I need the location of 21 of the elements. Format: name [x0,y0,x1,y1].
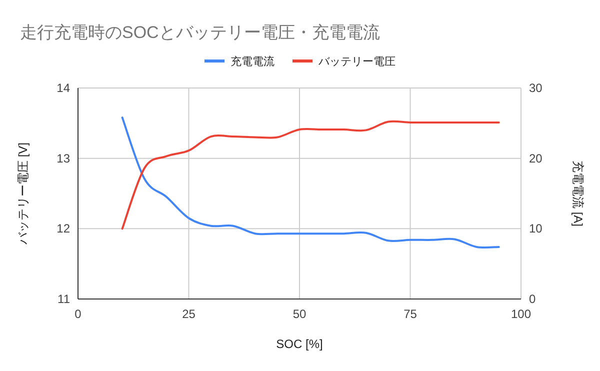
x-tick-label: 50 [292,307,306,321]
y-tick-label: 14 [56,81,70,95]
chart-title: 走行充電時のSOCとバッテリー電圧・充電電流 [20,23,380,42]
y2-tick-label: 20 [529,151,543,166]
line-series [121,120,500,230]
y2-tick-label: 30 [529,81,543,95]
x-tick-label: 75 [404,307,418,321]
x-tick-label: 25 [182,307,196,321]
x-axis-title: SOC [%] [276,337,323,351]
x-tick-label: 0 [74,307,82,321]
legend-label: 充電電流 [230,55,274,68]
line-series [121,116,500,249]
y2-axis-title: 充電電流 [A] [571,160,585,227]
y2-tick-label: 0 [529,292,536,306]
y-tick-label: 13 [56,151,70,166]
x-tick-label: 100 [510,307,532,321]
y-tick-label: 12 [56,222,70,236]
y2-tick-label: 10 [529,222,543,236]
legend-label: バッテリー電圧 [318,56,396,68]
y-tick-label: 11 [58,292,70,306]
y-axis-title: バッテリー電圧 [V] [16,142,30,246]
